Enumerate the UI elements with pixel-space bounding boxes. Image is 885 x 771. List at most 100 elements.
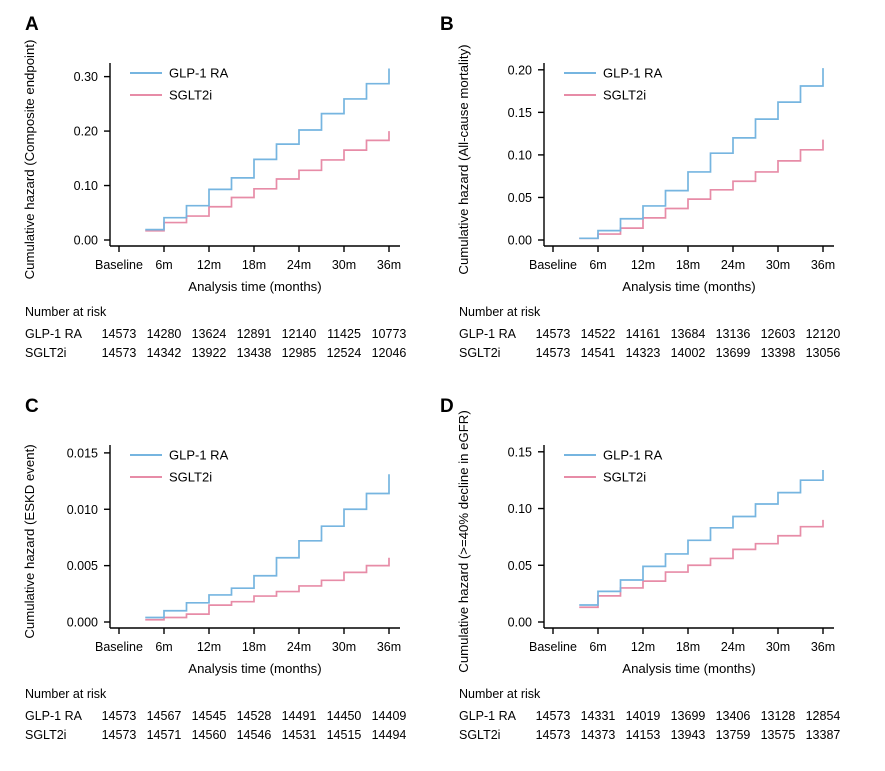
at-risk-count: 14522 <box>581 327 616 341</box>
at-risk-count: 14153 <box>626 728 661 742</box>
at-risk-count: 14161 <box>626 327 661 341</box>
at-risk-count: 12891 <box>237 327 272 341</box>
legend-label-sglt2i: SGLT2i <box>603 470 646 485</box>
at-risk-count: 14373 <box>581 728 616 742</box>
at-risk-row-label: GLP-1 RA <box>459 709 517 723</box>
at-risk-count: 14331 <box>581 709 616 723</box>
series-line-sglt2i <box>145 557 390 621</box>
y-tick-label: 0.05 <box>508 191 532 205</box>
y-tick-label: 0.15 <box>508 106 532 120</box>
at-risk-count: 14573 <box>102 728 137 742</box>
y-tick-label: 0.005 <box>67 559 98 573</box>
at-risk-count: 14280 <box>147 327 182 341</box>
x-tick-label: 6m <box>589 640 606 654</box>
y-tick-label: 0.15 <box>508 445 532 459</box>
series-line-glp1ra <box>579 469 824 606</box>
at-risk-row-label: GLP-1 RA <box>25 327 83 341</box>
y-tick-label: 0.000 <box>67 616 98 630</box>
panel-b-all-cause-mortality: B Cumulative hazard (All-cause mortality)… <box>440 8 885 388</box>
series-line-glp1ra <box>145 68 390 231</box>
at-risk-count: 13438 <box>237 346 272 360</box>
at-risk-row-label: SGLT2i <box>459 346 500 360</box>
x-tick-label: 12m <box>631 258 655 272</box>
panel-letter: B <box>440 14 454 35</box>
at-risk-count: 14567 <box>147 709 182 723</box>
y-axis-title: Cumulative hazard (>=40% decline in eGFR… <box>456 410 471 672</box>
at-risk-count: 14528 <box>237 709 272 723</box>
at-risk-count: 14545 <box>192 709 227 723</box>
at-risk-count: 14571 <box>147 728 182 742</box>
y-tick-label: 0.10 <box>508 148 532 162</box>
x-tick-label: 30m <box>332 258 356 272</box>
y-axis-title: Cumulative hazard (All-cause mortality) <box>456 44 471 274</box>
at-risk-row-label: GLP-1 RA <box>25 709 83 723</box>
x-tick-label: 36m <box>811 258 835 272</box>
y-tick-label: 0.015 <box>67 446 98 460</box>
x-tick-label: 24m <box>287 640 311 654</box>
at-risk-header: Number at risk <box>459 305 541 319</box>
at-risk-row-label: GLP-1 RA <box>459 327 517 341</box>
at-risk-count: 14323 <box>626 346 661 360</box>
y-tick-label: 0.30 <box>74 70 98 84</box>
at-risk-count: 13922 <box>192 346 227 360</box>
x-axis-title: Analysis time (months) <box>622 661 755 676</box>
x-tick-label: 36m <box>377 258 401 272</box>
at-risk-header: Number at risk <box>25 305 107 319</box>
at-risk-count: 13684 <box>671 327 706 341</box>
x-tick-label: Baseline <box>529 258 577 272</box>
at-risk-count: 14546 <box>237 728 272 742</box>
x-tick-label: 30m <box>766 640 790 654</box>
at-risk-count: 12854 <box>806 709 841 723</box>
y-tick-label: 0.00 <box>508 616 532 630</box>
at-risk-count: 14531 <box>282 728 317 742</box>
panel-letter: C <box>25 396 39 417</box>
y-tick-label: 0.010 <box>67 503 98 517</box>
at-risk-count: 13056 <box>806 346 841 360</box>
at-risk-header: Number at risk <box>459 687 541 701</box>
legend-label-sglt2i: SGLT2i <box>169 88 212 103</box>
at-risk-count: 12140 <box>282 327 317 341</box>
at-risk-count: 14573 <box>102 327 137 341</box>
x-axis-title: Analysis time (months) <box>188 661 321 676</box>
y-tick-label: 0.10 <box>74 179 98 193</box>
x-tick-label: 6m <box>155 258 172 272</box>
at-risk-count: 12524 <box>327 346 362 360</box>
panel-chart-svg: C Cumulative hazard (ESKD event) 0.000 0.00… <box>22 396 407 742</box>
at-risk-count: 14019 <box>626 709 661 723</box>
at-risk-count: 13699 <box>716 346 751 360</box>
at-risk-count: 14573 <box>536 346 571 360</box>
at-risk-count: 14494 <box>372 728 407 742</box>
at-risk-count: 13136 <box>716 327 751 341</box>
x-tick-label: 6m <box>155 640 172 654</box>
x-tick-label: 12m <box>197 258 221 272</box>
at-risk-count: 13624 <box>192 327 227 341</box>
at-risk-count: 12985 <box>282 346 317 360</box>
y-tick-label: 0.00 <box>74 234 98 248</box>
y-tick-label: 0.20 <box>74 125 98 139</box>
panel-chart-svg: A Cumulative hazard (Composite endpoint) 0… <box>22 14 407 360</box>
at-risk-count: 12120 <box>806 327 841 341</box>
x-tick-label: Baseline <box>529 640 577 654</box>
legend-label-glp1ra: GLP-1 RA <box>169 66 229 81</box>
x-tick-label: 12m <box>631 640 655 654</box>
panel-d-egfr-decline: D Cumulative hazard (>=40% decline in eGF… <box>440 390 885 770</box>
at-risk-count: 13943 <box>671 728 706 742</box>
y-tick-label: 0.00 <box>508 234 532 248</box>
y-axis-title: Cumulative hazard (ESKD event) <box>22 444 37 638</box>
at-risk-count: 13128 <box>761 709 796 723</box>
at-risk-header: Number at risk <box>25 687 107 701</box>
legend-label-sglt2i: SGLT2i <box>169 470 212 485</box>
series-line-sglt2i <box>145 131 390 232</box>
x-tick-label: 18m <box>676 640 700 654</box>
at-risk-count: 12046 <box>372 346 407 360</box>
panel-letter: A <box>25 14 39 35</box>
at-risk-count: 14541 <box>581 346 616 360</box>
panel-c-eskd-event: C Cumulative hazard (ESKD event) 0.000 0.00… <box>18 390 460 770</box>
x-tick-label: 24m <box>721 640 745 654</box>
at-risk-count: 13759 <box>716 728 751 742</box>
x-tick-label: 30m <box>332 640 356 654</box>
series-line-sglt2i <box>579 519 824 609</box>
x-tick-label: 30m <box>766 258 790 272</box>
x-tick-label: 24m <box>287 258 311 272</box>
